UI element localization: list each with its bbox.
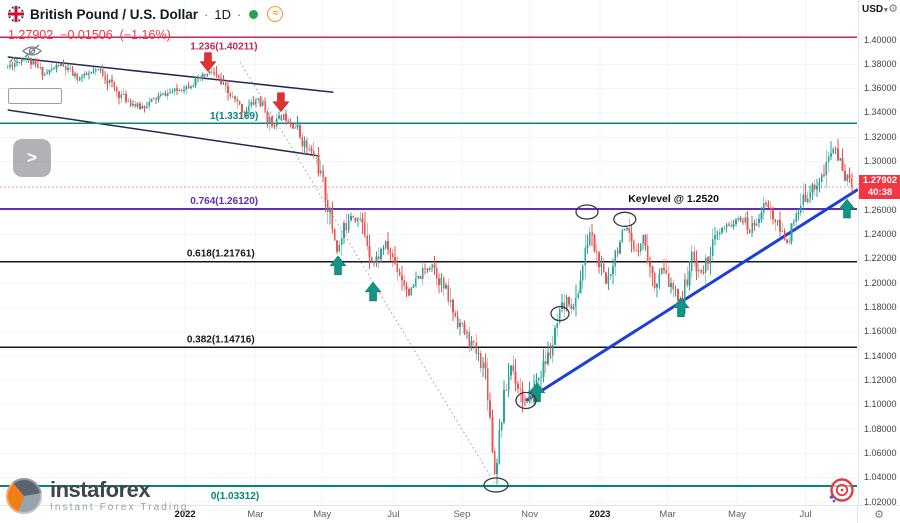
ellipse-marker[interactable] — [575, 204, 599, 220]
chevron-down-icon: ▾ — [884, 6, 888, 14]
instaforex-logo-icon — [6, 478, 42, 514]
price-readout: 1.27902 −0.01506 (−1.16%) — [8, 28, 283, 42]
eye-slash-icon[interactable] — [22, 44, 42, 63]
time-axis-label: 2023 — [589, 509, 611, 520]
up-arrow-marker[interactable] — [364, 281, 382, 302]
price-axis-label: 1.38000 — [864, 58, 897, 69]
separator-dot: · — [204, 6, 209, 22]
price-axis-label: 1.32000 — [864, 131, 897, 142]
keylevel-annotation[interactable]: Keylevel @ 1.2520 — [628, 193, 719, 205]
last-price-value: 1.27902 — [8, 28, 54, 42]
time-axis-label: Mar — [659, 509, 676, 520]
expand-panel-button[interactable]: > — [13, 139, 51, 177]
time-axis-label: Nov — [521, 509, 539, 520]
projection-dotted-line[interactable] — [239, 61, 496, 485]
price-change-value: −0.01506 — [60, 28, 113, 42]
fib-level-line[interactable]: 1.236(1.40211) — [0, 36, 857, 52]
last-price-tag: 1.27902 40:38 — [859, 175, 900, 200]
fib-level-line[interactable]: 0.618(1.21761) — [0, 249, 857, 263]
collapsed-drawing-marker[interactable]: ^ — [10, 56, 17, 68]
gbp-flag-icon — [8, 6, 24, 22]
up-arrow-marker[interactable] — [838, 198, 856, 219]
time-axis-label: May — [313, 509, 332, 520]
price-axis-label: 1.10000 — [864, 399, 897, 410]
channel-line[interactable] — [7, 109, 320, 157]
ellipse-marker[interactable] — [483, 477, 509, 493]
price-axis-label: 1.02000 — [864, 496, 897, 507]
time-axis-gear-icon[interactable]: ⚙ — [874, 508, 884, 521]
up-arrow-marker[interactable] — [672, 297, 690, 317]
price-axis-label: 1.16000 — [864, 326, 897, 337]
fib-level-label: 0.382(1.14716) — [187, 334, 255, 345]
timezone-corner: ⚙ — [857, 506, 900, 523]
empty-label-box[interactable] — [8, 88, 62, 104]
last-price-tag-value: 1.27902 — [862, 175, 898, 187]
time-axis[interactable]: 2022 Mar May Jul Sep Nov 2023 Mar May Jul ⚙ — [0, 505, 900, 523]
price-axis-label: 1.24000 — [864, 229, 897, 240]
fib-level-line[interactable]: 0.764(1.26120) — [0, 196, 857, 210]
price-axis-label: 1.12000 — [864, 374, 897, 385]
currency-selector[interactable]: USD ▾ — [862, 4, 888, 15]
price-axis-label: 1.06000 — [864, 447, 897, 458]
candles-layer[interactable] — [6, 54, 853, 485]
approx-data-icon[interactable]: ≈ — [267, 6, 284, 22]
time-axis-label: Jul — [387, 509, 400, 520]
ellipse-marker[interactable] — [550, 305, 570, 322]
market-status-icon[interactable] — [249, 9, 259, 19]
instaforex-watermark: instaforex Instant Forex Trading — [6, 478, 189, 514]
fib-level-line[interactable]: 0(1.03312) — [0, 485, 857, 502]
time-axis-label: May — [728, 509, 746, 520]
candle-countdown: 40:38 — [867, 187, 893, 199]
axis-settings-gear-icon[interactable]: ⚙ — [888, 3, 898, 15]
fib-level-label: 0.618(1.21761) — [187, 249, 255, 260]
separator-dot: · — [236, 6, 242, 22]
support-trendline[interactable] — [525, 188, 859, 402]
price-axis-label: 1.36000 — [864, 83, 897, 94]
time-axis-label: Sep — [453, 509, 471, 520]
down-arrow-marker[interactable] — [199, 52, 217, 73]
price-axis-label: 1.40000 — [864, 34, 897, 45]
price-axis[interactable]: USD ▾ ⚙ 1.40000 1.38000 1.36000 1.34000 1.320… — [858, 0, 900, 507]
up-arrow-marker[interactable] — [329, 255, 347, 276]
fib-level-label: 0.764(1.26120) — [190, 196, 258, 207]
price-change-percent: (−1.16%) — [119, 28, 171, 42]
instaforex-tagline: Instant Forex Trading — [50, 502, 189, 513]
fib-level-label: 1(1.33169) — [210, 111, 258, 122]
symbol-legend: British Pound / U.S. Dollar · 1D · ≈ 1.2… — [8, 5, 284, 42]
time-axis-label: Mar — [247, 509, 264, 520]
price-axis-label: 1.22000 — [864, 253, 897, 264]
time-axis-label: 2022 — [174, 509, 196, 520]
ellipse-marker[interactable] — [515, 391, 537, 410]
price-axis-label: 1.14000 — [864, 350, 897, 361]
timeframe-label[interactable]: 1D — [214, 6, 231, 22]
fib-level-line[interactable]: 1(1.33169) — [0, 111, 857, 124]
price-axis-label: 1.04000 — [864, 472, 897, 483]
down-arrow-marker[interactable] — [272, 92, 290, 113]
channel-line[interactable] — [7, 56, 334, 94]
fib-level-label: 1.236(1.40211) — [190, 41, 257, 52]
target-icon[interactable] — [828, 477, 855, 509]
instaforex-brand: instaforex — [50, 477, 151, 502]
price-axis-label: 1.34000 — [864, 107, 897, 118]
price-axis-label: 1.18000 — [864, 301, 897, 312]
price-axis-label: 1.08000 — [864, 423, 897, 434]
price-axis-label: 1.20000 — [864, 277, 897, 288]
ellipse-marker[interactable] — [613, 211, 637, 227]
symbol-title[interactable]: British Pound / U.S. Dollar — [30, 6, 199, 22]
fib-level-label: 0(1.03312) — [211, 491, 259, 502]
price-axis-label: 1.30000 — [864, 156, 897, 167]
time-axis-label: Jul — [799, 509, 812, 520]
fib-level-line[interactable]: 0.382(1.14716) — [0, 334, 857, 349]
price-axis-label: 1.26000 — [864, 204, 897, 215]
